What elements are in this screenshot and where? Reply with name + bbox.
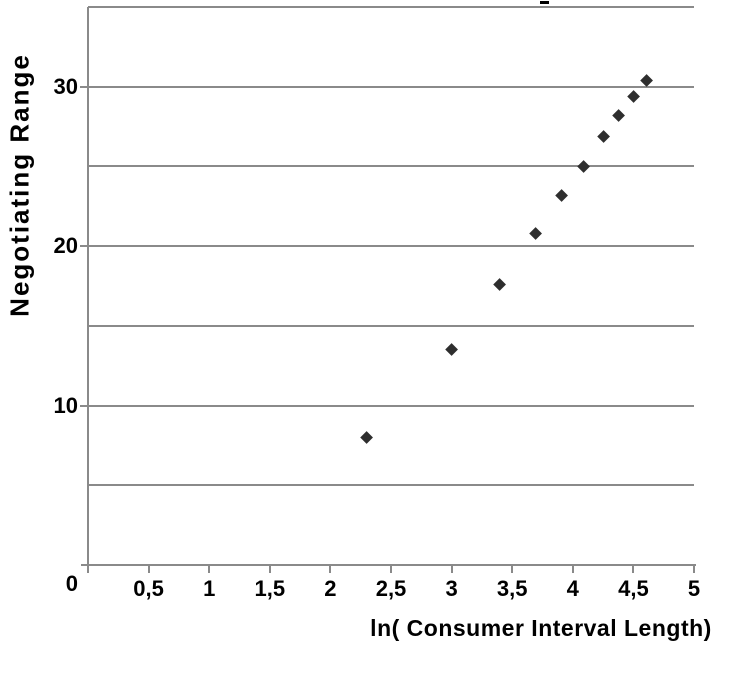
y-axis-line bbox=[87, 7, 89, 566]
x-tick-mark bbox=[390, 565, 392, 573]
y-tick-mark bbox=[80, 245, 88, 248]
y-tick-label: 10 bbox=[53, 392, 78, 418]
data-point bbox=[577, 159, 591, 173]
x-tick-mark bbox=[147, 565, 150, 573]
data-point bbox=[493, 277, 507, 291]
x-tick-mark bbox=[571, 565, 574, 573]
x-tick-mark bbox=[329, 565, 332, 573]
data-point bbox=[360, 430, 374, 444]
y-tick-mark bbox=[80, 85, 88, 88]
y-gridline bbox=[88, 165, 694, 168]
x-axis-title: ln( Consumer Interval Length) bbox=[370, 615, 712, 641]
y-gridline bbox=[88, 245, 694, 248]
x-tick-label: 4 bbox=[566, 576, 579, 601]
data-point bbox=[596, 129, 610, 143]
cropped-title-mark bbox=[540, 1, 549, 4]
x-tick-mark bbox=[208, 565, 211, 573]
x-tick-label: 2 bbox=[324, 576, 337, 601]
x-tick-label: 0,5 bbox=[133, 576, 164, 601]
y-gridline bbox=[88, 484, 694, 487]
data-point bbox=[626, 89, 640, 103]
x-tick-mark bbox=[693, 565, 695, 573]
x-tick-label: 5 bbox=[687, 576, 701, 601]
data-point bbox=[612, 108, 626, 122]
y-tick-label: 20 bbox=[53, 233, 78, 259]
data-point bbox=[528, 226, 542, 240]
y-tick-label: 0 bbox=[65, 571, 78, 596]
y-gridline bbox=[88, 6, 694, 8]
x-tick-label: 4,5 bbox=[618, 576, 649, 601]
x-tick-mark bbox=[511, 565, 514, 573]
x-tick-mark bbox=[632, 565, 635, 573]
x-tick-mark bbox=[450, 565, 453, 573]
y-gridline bbox=[88, 85, 694, 88]
x-axis-line bbox=[81, 564, 696, 566]
x-tick-mark bbox=[268, 565, 271, 573]
x-tick-mark bbox=[87, 565, 89, 573]
x-tick-label: 2,5 bbox=[375, 576, 407, 601]
y-gridline bbox=[88, 324, 694, 327]
data-point bbox=[445, 343, 459, 357]
x-tick-label: 3 bbox=[445, 576, 458, 601]
x-tick-label: 1 bbox=[203, 576, 216, 601]
x-tick-label: 1,5 bbox=[254, 576, 286, 601]
y-tick-label: 30 bbox=[53, 73, 78, 99]
data-point bbox=[555, 188, 569, 202]
y-gridline bbox=[88, 404, 694, 407]
y-tick-mark bbox=[80, 404, 88, 407]
x-tick-label: 3,5 bbox=[496, 576, 528, 601]
